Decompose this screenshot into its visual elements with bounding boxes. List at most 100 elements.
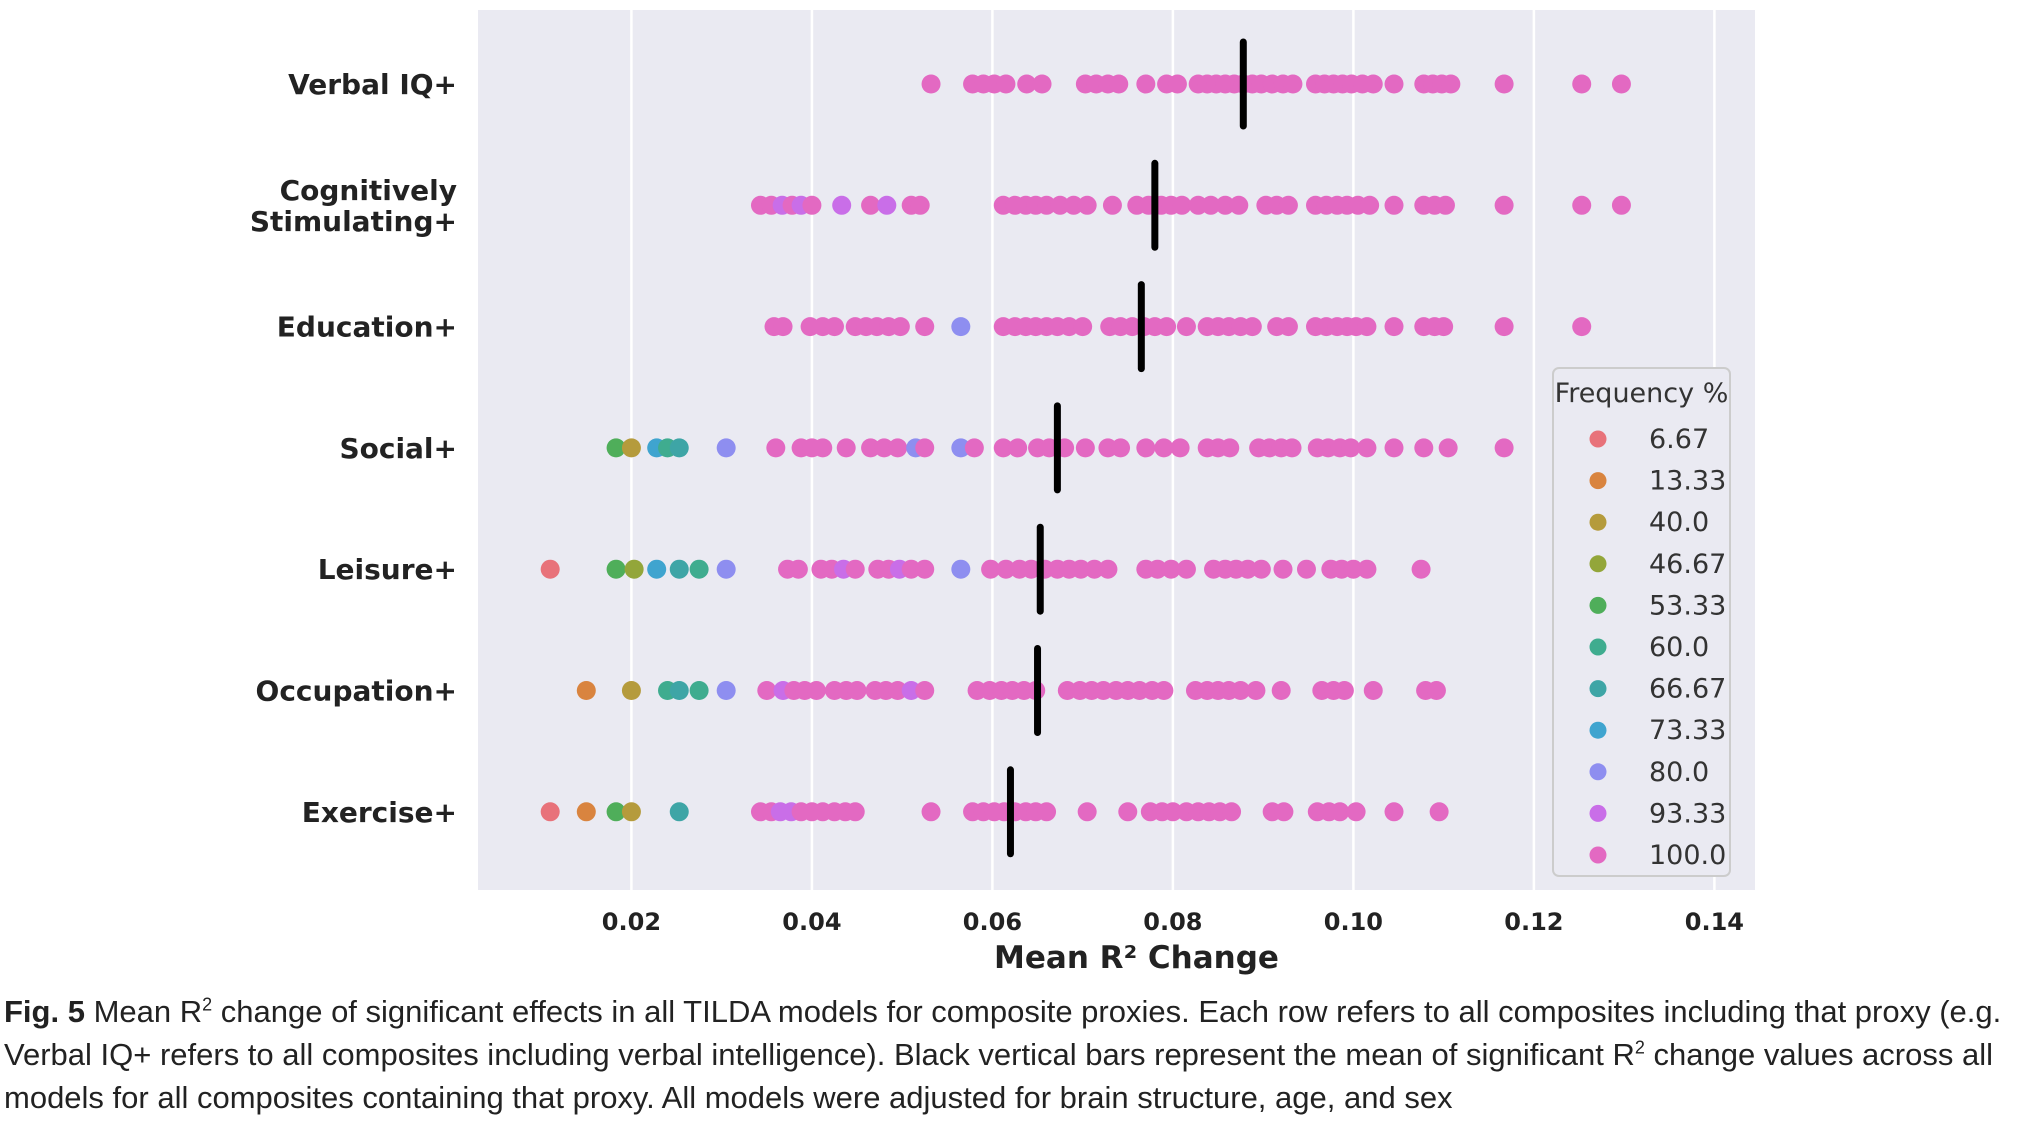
data-point [1296,559,1316,579]
data-point [621,681,641,700]
data-point [1251,559,1271,579]
data-point [757,681,777,700]
y-axis-label: Leisure+ [318,553,457,586]
data-point [1136,438,1156,458]
legend-label: 80.0 [1649,757,1709,788]
data-point [788,559,808,579]
caption-superscript-1: 2 [202,994,213,1015]
data-point [669,438,689,458]
legend-label: 73.33 [1649,715,1726,746]
data-point [1278,317,1298,337]
data-point [621,802,641,822]
data-point [1411,559,1431,579]
legend-label: 100.0 [1649,840,1726,871]
data-point [1008,438,1028,458]
data-point [1109,74,1129,94]
data-point [606,802,626,822]
data-point [915,438,935,458]
data-point [1611,195,1631,215]
caption-text-1: Mean R [84,994,203,1029]
data-point [951,317,971,337]
data-point [996,74,1016,94]
legend-label: 93.33 [1649,798,1726,829]
data-point [669,681,689,700]
data-point [1161,559,1181,579]
y-axis-label: Social+ [339,432,457,465]
data-point [1414,438,1434,458]
data-point [1343,559,1363,579]
data-point [813,438,833,458]
legend-label: 40.0 [1649,507,1709,538]
data-point [621,438,641,458]
caption-text-3: change values across all models for all … [4,1037,1993,1115]
mean-bars [1006,38,1247,858]
data-point [1283,74,1303,94]
x-tick-label: 0.06 [963,908,1022,936]
data-point [1435,195,1455,215]
data-point [689,559,709,579]
data-point [1017,74,1037,94]
legend-marker [1589,763,1607,781]
data-point [1077,195,1097,215]
legend-marker [1589,721,1607,739]
data-point [981,559,1001,579]
data-point [951,438,971,458]
data-point [1170,438,1190,458]
legend-label: 13.33 [1649,466,1726,497]
legend-marker [1589,472,1607,490]
data-point [1341,438,1361,458]
caption-superscript-2: 2 [1634,1037,1645,1058]
data-point [1384,74,1404,94]
data-point [1346,802,1366,822]
data-point [1037,195,1057,215]
data-point [915,681,935,700]
data-point [802,195,822,215]
legend: Frequency % 6.6713.3340.046.6753.3360.06… [1552,367,1731,877]
data-point [1242,317,1262,337]
data-point [915,317,935,337]
data-point [1071,559,1091,579]
data-point [1363,681,1383,700]
data-point [1429,802,1449,822]
data-point [1111,438,1131,458]
data-point [951,559,971,579]
data-point [1154,681,1174,700]
figure-label: Fig. 5 [4,994,85,1029]
x-tick-label: 0.14 [1685,908,1744,936]
data-point [1176,317,1196,337]
data-point [1220,438,1240,458]
data-point [1494,74,1514,94]
legend-label: 6.67 [1649,424,1709,455]
data-point [606,438,626,458]
data-point [847,681,867,700]
data-point [1434,317,1454,337]
legend-marker [1589,680,1607,698]
y-axis-label: Occupation+ [256,675,457,708]
data-point [1611,74,1631,94]
data-point [576,802,596,822]
data-point [910,195,930,215]
y-axis-label: Verbal IQ+ [288,68,457,101]
data-point [1273,559,1293,579]
x-tick-label: 0.04 [782,908,841,936]
legend-entries: 6.67 13.33 40.0 46.67 53.33 60.0 66.67 73.33 80.… [1589,424,1726,871]
data-point [766,438,786,458]
data-point [1084,559,1104,579]
data-point [1176,559,1196,579]
legend-box [1552,367,1731,877]
data-point [1163,802,1183,822]
data-point [669,559,689,579]
data-point [888,438,908,458]
y-axis-label: Exercise+ [302,796,457,829]
data-point [1572,195,1592,215]
data-point [993,438,1013,458]
data-point [647,559,667,579]
data-point [845,559,865,579]
data-point [845,802,865,822]
data-point [1357,438,1377,458]
data-point [1271,681,1291,700]
data-point [1154,438,1174,458]
data-point [1037,802,1057,822]
